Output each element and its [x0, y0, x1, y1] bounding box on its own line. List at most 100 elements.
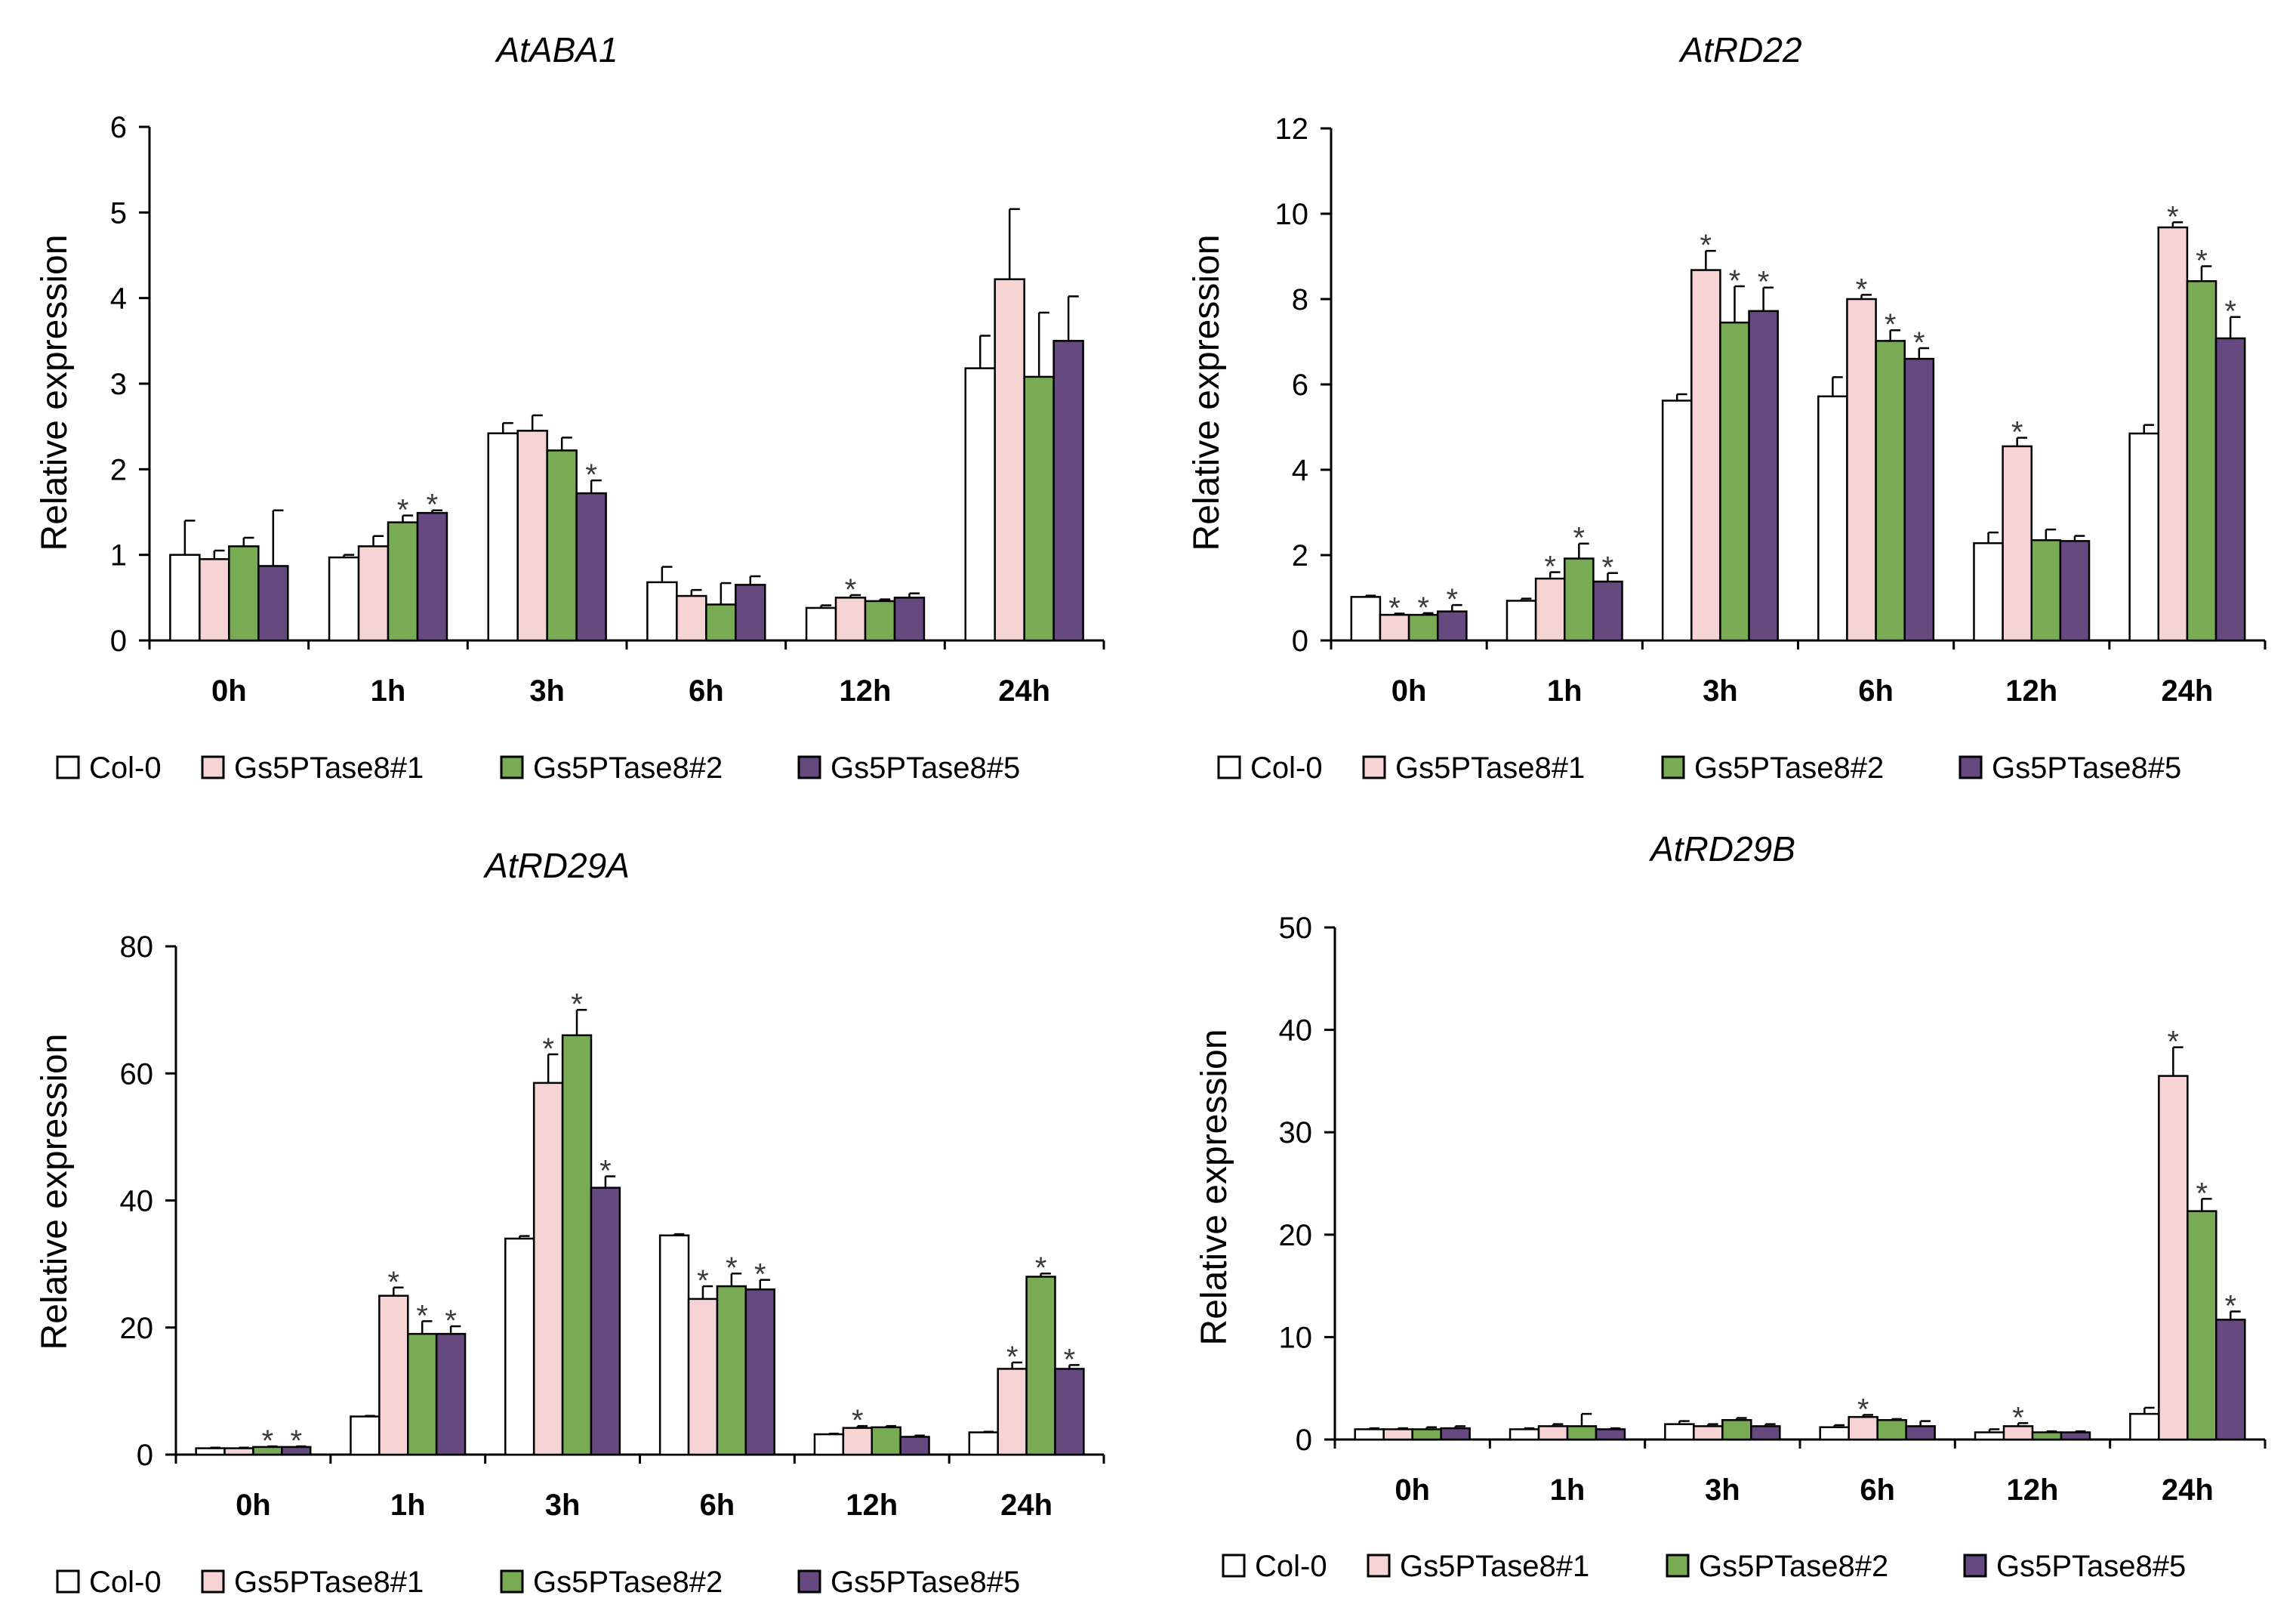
bar-line-5	[1905, 1425, 1936, 1441]
y-tick-label: 30	[1279, 1116, 1313, 1149]
bar-line-5	[1595, 1428, 1626, 1441]
plot-area: 0 20 40 60 80 0h * * 1h * * * 3h * * * 6h * * * 12h * 24h * * *	[120, 930, 1105, 1522]
significance-star: *	[2168, 1026, 2180, 1059]
bar-line-5	[575, 492, 607, 642]
x-tick-label: 1h	[1550, 1473, 1586, 1507]
y-tick-label: 3	[110, 368, 127, 401]
y-tick-label: 10	[1279, 1321, 1313, 1354]
legend-swatch-line-2	[1666, 1554, 1690, 1578]
bar-line-5	[2215, 1319, 2246, 1441]
x-tick-label: 12h	[2007, 1473, 2059, 1507]
x-tick-label: 3h	[1703, 674, 1738, 708]
bar-line-1	[2158, 1075, 2189, 1441]
significance-star: *	[427, 489, 439, 522]
legend-swatch-line-2	[500, 755, 524, 779]
significance-star: *	[290, 1424, 302, 1458]
legend-label-line-2: Gs5PTase8#2	[533, 751, 723, 785]
legend-label-col-0: Col-0	[1250, 751, 1323, 785]
bar-line-2	[387, 521, 419, 642]
significance-star: *	[852, 1404, 864, 1437]
bar-col-0	[1974, 1431, 2005, 1441]
x-tick-label: 0h	[211, 674, 247, 708]
bar-col-0	[169, 554, 201, 642]
x-tick-label: 24h	[1000, 1489, 1052, 1522]
bar-line-5	[893, 597, 926, 642]
significance-star: *	[2012, 1401, 2024, 1434]
x-tick-label: 12h	[840, 674, 892, 708]
y-tick-label: 50	[1279, 912, 1313, 945]
legend-swatch-line-2	[1661, 755, 1685, 779]
bar-line-2	[705, 603, 737, 642]
bar-col-0	[1664, 1423, 1695, 1441]
panel-title: AtRD29A	[482, 846, 630, 885]
y-tick-label: 6	[1292, 369, 1308, 402]
legend-label-line-5: Gs5PTase8#5	[831, 1566, 1020, 1599]
plot-area: 0 2 4 6 8 10 12 0h * * * 1h * * * 3h * * * 6h * * * 12h * 24h * * *	[1275, 113, 2267, 708]
bar-col-0	[1661, 400, 1693, 642]
legend-label-line-5: Gs5PTase8#5	[1992, 751, 2181, 785]
legend-swatch-col-0	[56, 755, 80, 779]
x-tick-label: 24h	[2161, 674, 2213, 708]
y-axis-label: Relative expression	[1194, 1029, 1234, 1346]
bar-line-5	[1748, 310, 1779, 642]
bar-col-0	[964, 367, 996, 642]
bar-col-0	[195, 1447, 226, 1456]
bar-line-5	[1592, 580, 1623, 642]
bar-col-0	[328, 556, 360, 642]
significance-star: *	[754, 1258, 766, 1291]
significance-star: *	[845, 573, 857, 606]
x-tick-label: 0h	[236, 1489, 271, 1522]
panel-ataba1: AtABA1 Relative expression 0 1 2 3 4 5 6 0h 1h * *…	[35, 30, 1105, 785]
legend: Col-0 Gs5PTase8#1 Gs5PTase8#2 Gs5PTase8#…	[56, 751, 1020, 785]
panel-atrd22: AtRD22 Relative expression 0 2 4 6 8 10 12 0h * *…	[1187, 30, 2267, 785]
significance-star: *	[2224, 295, 2236, 329]
significance-star: *	[1035, 1251, 1047, 1285]
legend-swatch-line-5	[797, 1569, 821, 1594]
bar-line-5	[2059, 540, 2091, 642]
x-tick-label: 6h	[700, 1489, 735, 1522]
bar-line-2	[1025, 1276, 1056, 1456]
y-tick-label: 0	[1296, 1424, 1312, 1457]
bar-line-2	[407, 1332, 438, 1456]
bar-line-1	[687, 1298, 719, 1456]
legend-swatch-line-1	[201, 755, 225, 779]
bar-line-2	[2031, 1431, 2063, 1441]
bar-line-5	[1440, 1427, 1471, 1441]
bar-col-0	[805, 606, 837, 642]
bar-line-1	[994, 278, 1025, 642]
significance-star: *	[262, 1424, 274, 1458]
bar-line-2	[228, 545, 260, 642]
significance-star: *	[1758, 266, 1770, 299]
y-tick-label: 0	[110, 625, 127, 658]
significance-star: *	[1447, 583, 1459, 616]
bar-line-5	[435, 1332, 467, 1456]
bar-line-5	[744, 1288, 775, 1456]
bar-line-1	[199, 558, 230, 642]
bar-line-1	[2002, 445, 2032, 642]
bar-line-5	[2060, 1431, 2091, 1441]
legend-swatch-line-5	[797, 755, 821, 779]
significance-star: *	[599, 1155, 612, 1188]
significance-star: *	[2196, 244, 2208, 277]
legend-label-col-0: Col-0	[89, 1566, 162, 1599]
y-tick-label: 12	[1275, 113, 1309, 146]
x-tick-label: 24h	[2162, 1473, 2214, 1507]
bar-col-0	[1509, 1428, 1540, 1441]
x-tick-label: 6h	[1860, 1473, 1895, 1507]
x-tick-label: 1h	[390, 1489, 426, 1522]
significance-star: *	[1885, 308, 1897, 341]
y-tick-label: 20	[120, 1312, 154, 1345]
bar-line-1	[2157, 226, 2189, 642]
bar-col-0	[1819, 1426, 1850, 1441]
panel-atrd29a: AtRD29A Relative expression 0 20 40 60 80 0h *…	[35, 846, 1105, 1599]
bar-line-2	[871, 1426, 901, 1456]
bar-line-1	[1382, 1428, 1413, 1441]
significance-star: *	[397, 494, 409, 527]
bar-line-2	[2187, 1210, 2217, 1441]
y-axis-label: Relative expression	[35, 235, 75, 551]
panel-title: AtABA1	[494, 30, 618, 69]
y-tick-label: 6	[110, 111, 127, 144]
bar-col-0	[1505, 600, 1537, 642]
x-tick-label: 0h	[1391, 674, 1427, 708]
